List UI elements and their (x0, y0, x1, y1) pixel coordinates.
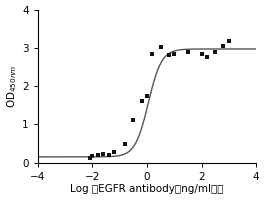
Point (131, 118, 135, 121)
Point (101, 153, 105, 156)
Point (145, 94, 149, 97)
Point (167, 54, 171, 57)
Point (221, 44, 226, 48)
Point (139, 100, 144, 103)
X-axis label: Log （EGFR antibody（ng/ml））: Log （EGFR antibody（ng/ml）） (70, 184, 224, 194)
Point (227, 39, 231, 43)
Point (200, 52, 204, 55)
Point (172, 52, 176, 55)
Point (213, 50, 217, 53)
Y-axis label: OD$_{450nm}$: OD$_{450nm}$ (6, 64, 19, 108)
Point (112, 151, 116, 154)
Point (158, 45, 163, 49)
Point (205, 56, 209, 59)
Point (107, 153, 111, 157)
Point (150, 52, 154, 55)
Point (90, 155, 95, 158)
Point (96, 153, 100, 157)
Point (87, 156, 92, 159)
Point (186, 51, 190, 54)
Point (123, 142, 127, 145)
